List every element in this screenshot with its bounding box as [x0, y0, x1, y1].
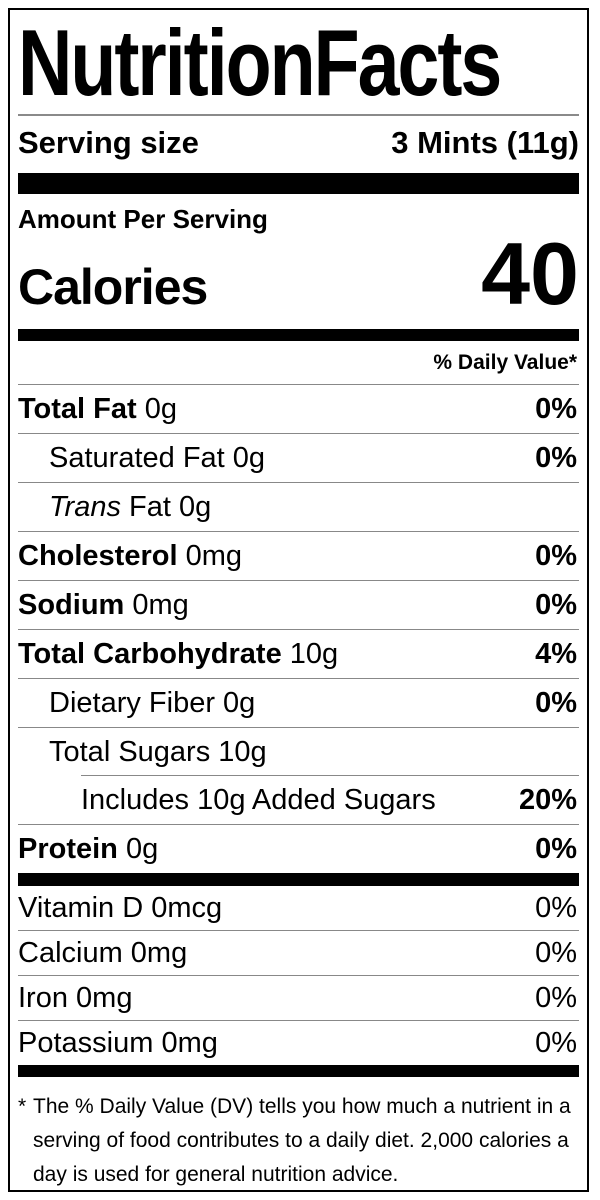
nutrient-row-daily-value: 4% [535, 637, 577, 670]
nutrient-row-daily-value: 0% [535, 539, 577, 572]
daily-value-header: % Daily Value* [18, 341, 579, 385]
footnote: * The % Daily Value (DV) tells you how m… [18, 1077, 579, 1190]
title-word-facts: Facts [313, 12, 503, 114]
nutrient-row: Cholesterol 0mg 0% [18, 531, 579, 580]
divider-under-title [18, 114, 579, 116]
footnote-asterisk: * [18, 1095, 27, 1118]
vitamin-row-daily-value: 0% [535, 981, 577, 1014]
nutrient-row: Protein 0g 0% [18, 824, 579, 873]
nutrient-row-name: Sodium 0mg [18, 588, 189, 621]
nutrient-row-daily-value: 0% [535, 588, 577, 621]
nutrient-row: Total Carbohydrate 10g 4% [18, 629, 579, 678]
nutrient-row-name: Total Sugars 10g [49, 735, 267, 768]
nutrient-row-name: Total Fat 0g [18, 392, 178, 425]
nutrient-row: Total Sugars 10g [18, 727, 579, 776]
serving-size-value: 3 Mints (11g) [391, 125, 579, 160]
nutrient-row-name: Includes 10g Added Sugars [81, 783, 436, 816]
nutrient-row-name: Total Carbohydrate 10g [18, 637, 339, 670]
nutrient-row: Saturated Fat 0g 0% [18, 433, 579, 482]
nutrient-row-name: Dietary Fiber 0g [49, 686, 256, 719]
vitamin-row-name: Vitamin D 0mcg [18, 891, 223, 924]
nutrient-row-daily-value: 0% [535, 441, 577, 474]
title-word-nutrition: Nutrition [18, 12, 316, 114]
thick-bar-above-vitamins [18, 873, 579, 886]
vitamin-row-name: Iron 0mg [18, 981, 133, 1014]
medium-bar-divider [18, 329, 579, 341]
nutrient-row-daily-value: 20% [518, 783, 577, 816]
nutrient-row-daily-value: 0% [535, 392, 577, 425]
calories-value: 40 [481, 224, 579, 323]
nutrient-rows: Total Fat 0g 0% Saturated Fat 0g 0% Trans Fa… [18, 385, 579, 873]
nutrient-row: Includes 10g Added Sugars 20% [18, 774, 579, 824]
vitamin-row: Iron 0mg 0% [18, 975, 579, 1020]
label-title: Nutrition Facts [18, 12, 579, 114]
vitamin-row-name: Calcium 0mg [18, 936, 188, 969]
vitamin-rows: Vitamin D 0mcg 0% Calcium 0mg 0% Iron 0mg 0% P… [18, 886, 579, 1065]
nutrient-row-name: Trans Fat 0g [49, 490, 212, 523]
vitamin-row-daily-value: 0% [535, 891, 577, 924]
vitamin-row: Calcium 0mg 0% [18, 930, 579, 975]
nutrient-row-daily-value: 0% [535, 832, 577, 865]
calories-label: Calories [18, 259, 208, 315]
nutrient-row: Sodium 0mg 0% [18, 580, 579, 629]
thick-bar-divider [18, 173, 579, 194]
vitamin-row-name: Potassium 0mg [18, 1026, 218, 1059]
nutrition-facts-label: Nutrition Facts Serving size 3 Mints (11… [8, 8, 589, 1192]
serving-size-label: Serving size [18, 125, 199, 160]
nutrient-row: Trans Fat 0g [18, 482, 579, 531]
nutrient-row: Dietary Fiber 0g 0% [18, 678, 579, 727]
nutrient-row-name: Cholesterol 0mg [18, 539, 243, 572]
nutrient-row-daily-value: 0% [535, 686, 577, 719]
vitamin-row-daily-value: 0% [535, 936, 577, 969]
thick-bar-above-footnote [18, 1065, 579, 1077]
nutrient-row-name: Saturated Fat 0g [49, 441, 266, 474]
vitamin-row: Vitamin D 0mcg 0% [18, 886, 579, 930]
nutrient-row: Total Fat 0g 0% [18, 385, 579, 433]
amount-per-serving-label: Amount Per Serving [18, 204, 268, 234]
vitamin-row-daily-value: 0% [535, 1026, 577, 1059]
calories-row: Calories 40 [18, 224, 579, 329]
nutrient-row-name: Protein 0g [18, 832, 159, 865]
label-title-text: Nutrition Facts [18, 12, 503, 114]
serving-size-row: Serving size 3 Mints (11g) [18, 116, 579, 173]
footnote-text: The % Daily Value (DV) tells you how muc… [33, 1095, 571, 1186]
vitamin-row: Potassium 0mg 0% [18, 1020, 579, 1065]
